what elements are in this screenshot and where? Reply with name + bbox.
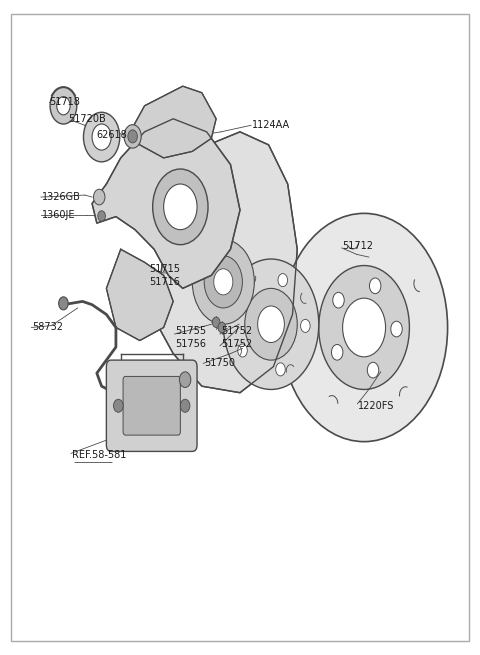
Text: 51752: 51752 <box>221 326 252 336</box>
Text: 1220FS: 1220FS <box>359 401 395 411</box>
Circle shape <box>258 306 284 343</box>
Polygon shape <box>107 250 173 341</box>
Text: 51718: 51718 <box>49 98 80 107</box>
Circle shape <box>98 211 106 221</box>
Text: 51712: 51712 <box>343 241 373 251</box>
Circle shape <box>245 288 297 360</box>
Circle shape <box>84 112 120 162</box>
Circle shape <box>223 259 319 390</box>
Text: 1360JE: 1360JE <box>42 210 75 220</box>
Circle shape <box>239 289 249 302</box>
Text: 1326GB: 1326GB <box>42 192 81 202</box>
Circle shape <box>391 321 402 337</box>
Text: 51720B: 51720B <box>68 114 106 124</box>
Circle shape <box>128 130 137 143</box>
Circle shape <box>370 278 381 293</box>
Text: 1124AA: 1124AA <box>252 121 290 130</box>
Circle shape <box>130 393 140 405</box>
Circle shape <box>94 189 105 205</box>
Circle shape <box>212 317 220 328</box>
Text: 51715: 51715 <box>149 264 180 274</box>
Circle shape <box>114 400 123 412</box>
Polygon shape <box>92 119 240 288</box>
Circle shape <box>332 345 343 360</box>
FancyBboxPatch shape <box>11 14 469 641</box>
Text: REF.58-581: REF.58-581 <box>72 450 126 460</box>
Circle shape <box>343 298 385 357</box>
Circle shape <box>59 297 68 310</box>
Circle shape <box>319 265 409 390</box>
Circle shape <box>124 124 141 148</box>
Polygon shape <box>130 86 216 158</box>
Circle shape <box>204 255 242 308</box>
Text: 51750: 51750 <box>204 358 235 368</box>
Circle shape <box>238 344 247 357</box>
Circle shape <box>164 184 197 230</box>
Circle shape <box>57 97 70 115</box>
Circle shape <box>281 214 447 441</box>
Polygon shape <box>154 132 297 393</box>
Text: 51752: 51752 <box>221 339 252 349</box>
Circle shape <box>180 372 191 388</box>
FancyBboxPatch shape <box>107 360 197 451</box>
Circle shape <box>214 269 233 295</box>
FancyBboxPatch shape <box>123 377 180 435</box>
Circle shape <box>278 274 288 287</box>
Circle shape <box>300 320 310 332</box>
Text: 51716: 51716 <box>149 277 180 287</box>
Circle shape <box>333 292 344 308</box>
Circle shape <box>153 169 208 245</box>
Circle shape <box>276 363 285 376</box>
Circle shape <box>192 240 254 324</box>
Circle shape <box>180 400 190 412</box>
Text: 51756: 51756 <box>176 339 206 349</box>
Text: 51755: 51755 <box>176 326 207 336</box>
Text: 58732: 58732 <box>33 322 63 333</box>
Circle shape <box>218 322 226 333</box>
Circle shape <box>92 124 111 150</box>
Circle shape <box>367 362 379 378</box>
Text: 62618: 62618 <box>97 130 128 140</box>
Circle shape <box>50 88 77 124</box>
